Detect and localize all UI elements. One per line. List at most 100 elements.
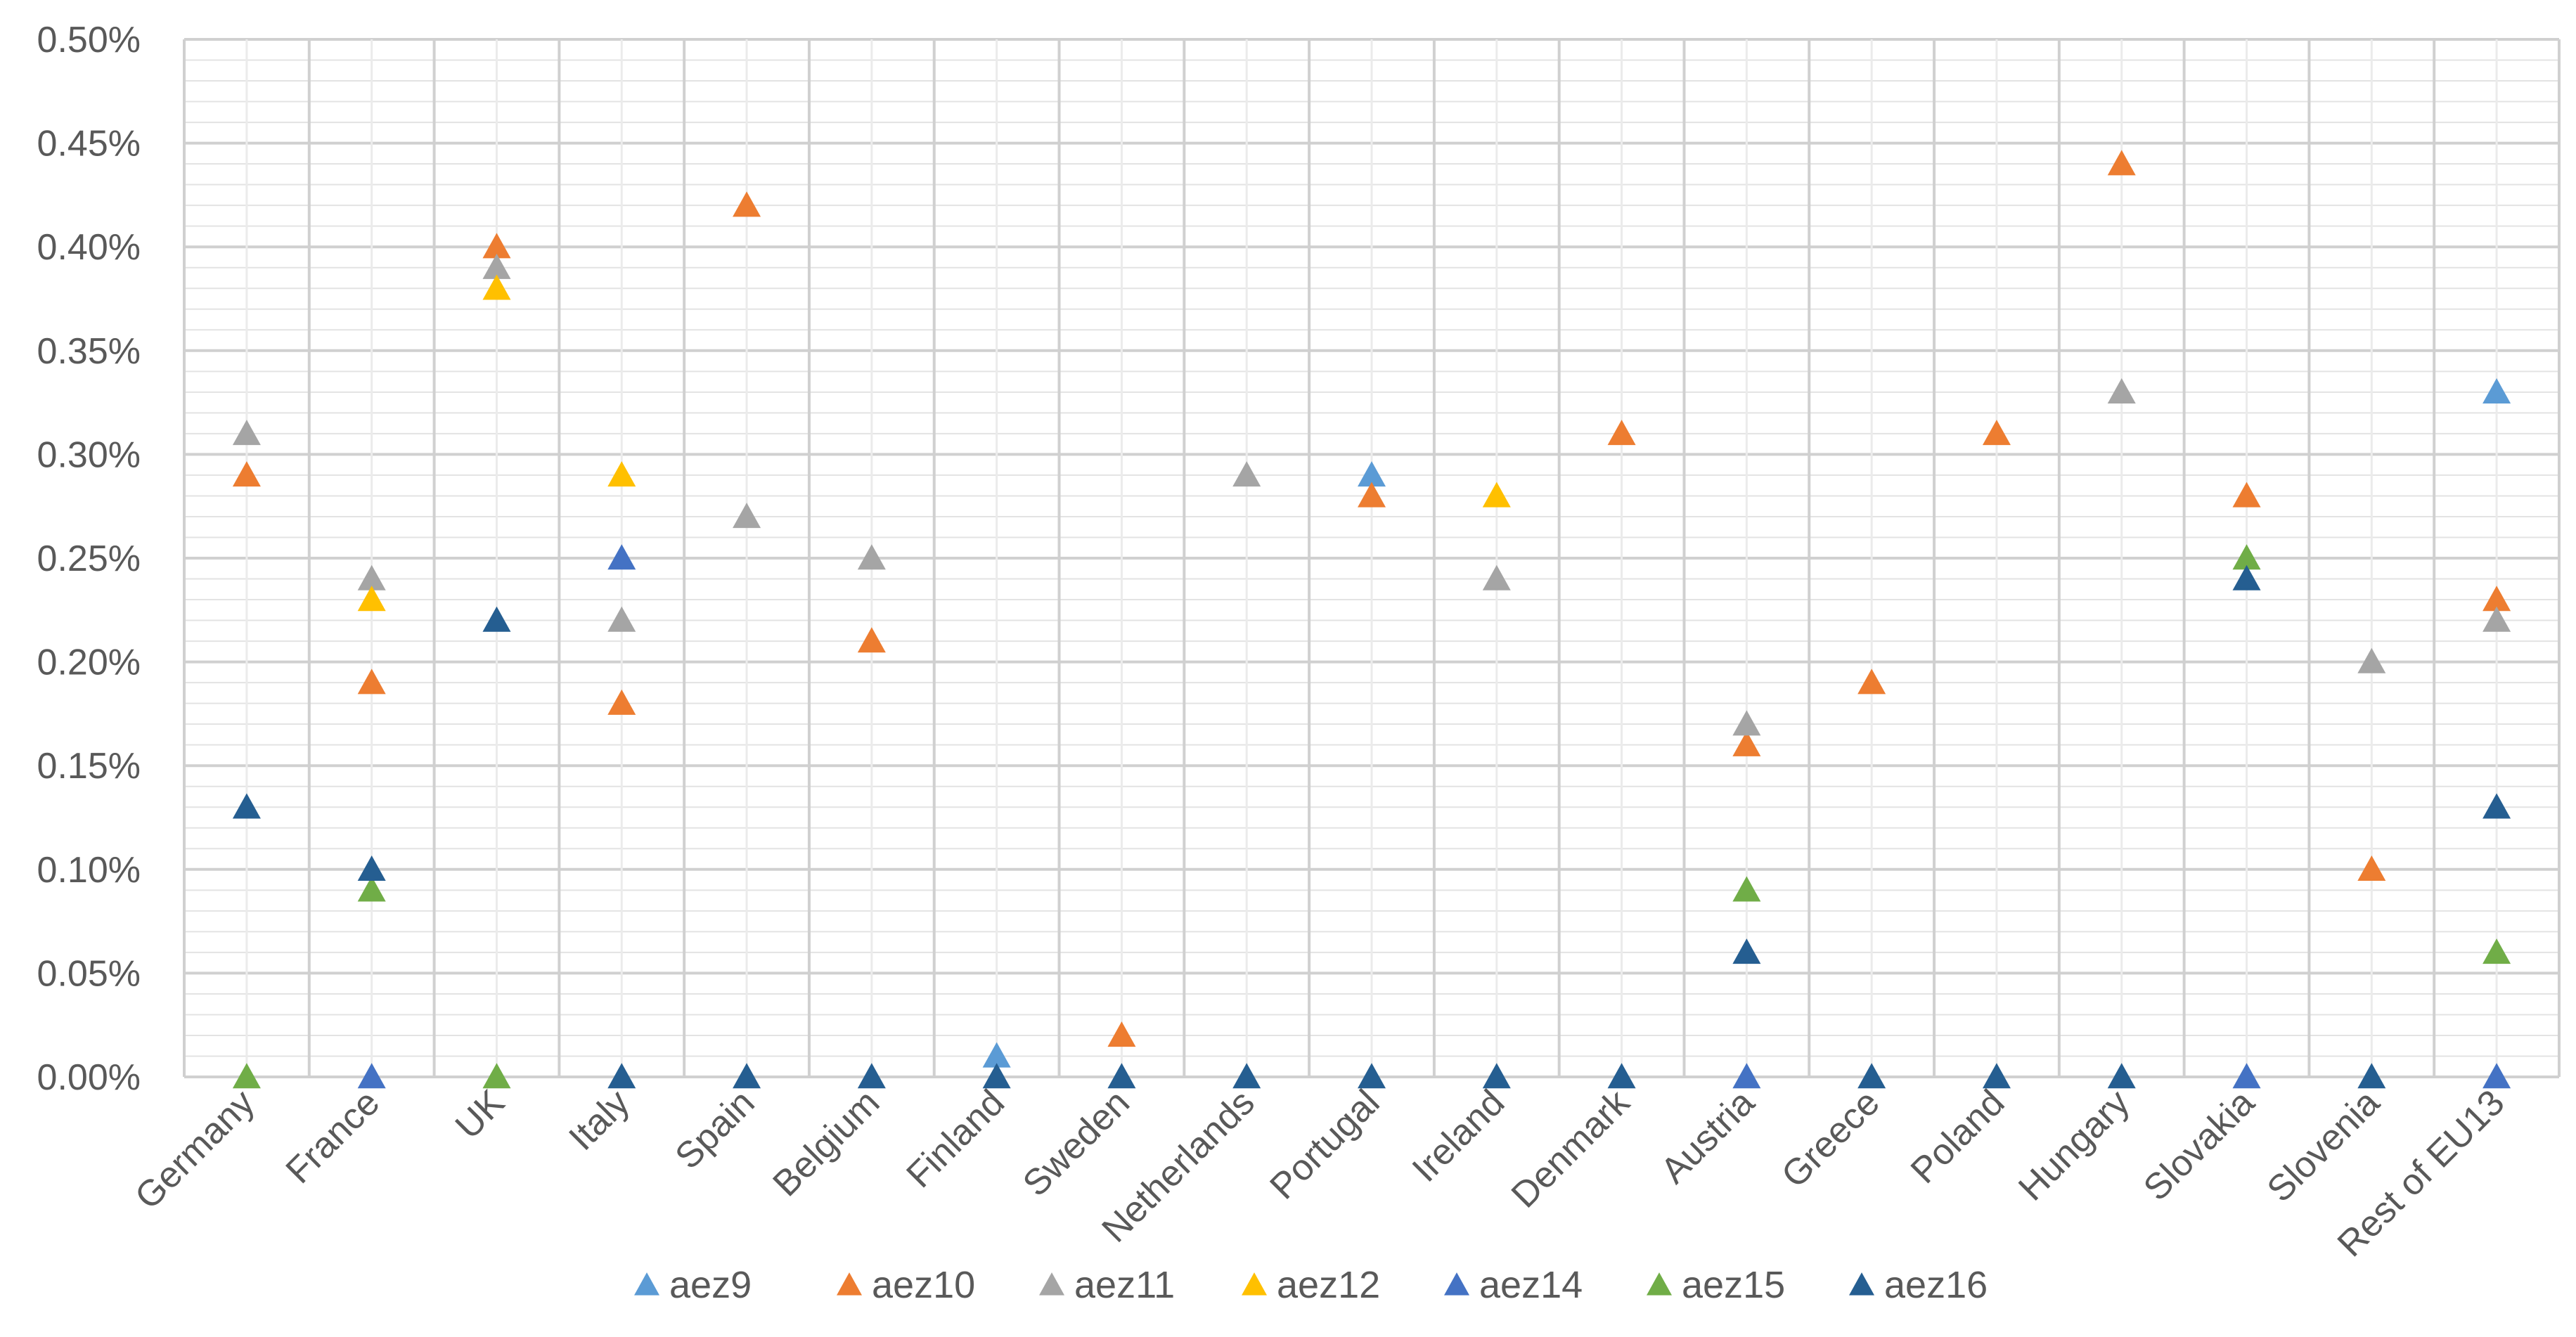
legend-label-aez9: aez9 [669,1264,752,1306]
marker-aez11 [1732,710,1761,736]
y-tick-label: 0.30% [37,434,141,475]
marker-aez16 [1982,1063,2011,1089]
marker-aez11 [232,420,261,446]
marker-aez16 [1857,1063,1886,1089]
legend-marker-aez16 [1849,1272,1874,1296]
x-tick-label: Poland [1903,1082,2013,1191]
marker-aez10 [857,627,886,653]
marker-aez16 [857,1063,886,1089]
marker-aez14 [2232,1063,2261,1089]
legend-marker-aez11 [1039,1272,1064,1296]
marker-aez12 [607,461,636,487]
x-tick-label: Austria [1653,1082,1763,1191]
y-axis-tick-labels: 0.00% 0.05% 0.10% 0.15% 0.20% 0.25% 0.30% 0.35%… [37,20,141,1098]
y-tick-label: 0.20% [37,642,141,683]
marker-aez10 [2357,855,2386,881]
x-tick-label: Germany [127,1082,262,1217]
marker-aez10 [1732,730,1761,756]
marker-aez11 [1482,564,1511,590]
marker-aez9 [982,1042,1011,1068]
marker-aez16 [2357,1063,2386,1089]
y-tick-label: 0.35% [37,331,141,372]
marker-aez16 [1232,1063,1261,1089]
x-tick-label: Denmark [1504,1082,1638,1216]
marker-aez11 [2107,378,2136,404]
y-tick-label: 0.05% [37,953,141,994]
marker-aez14 [357,1063,386,1089]
marker-aez10 [357,668,386,695]
y-tick-label: 0.15% [37,746,141,787]
x-tick-label: Slovakia [2136,1082,2262,1208]
marker-aez15 [2482,938,2511,964]
x-tick-label: Belgium [765,1082,887,1204]
marker-aez11 [357,564,386,590]
marker-aez15 [1732,876,1761,902]
legend: aez9 aez10 aez11 aez12 aez14 aez15 aez16 [634,1264,1988,1306]
x-tick-label: Finland [899,1082,1012,1196]
marker-aez11 [2357,647,2386,673]
marker-aez16 [1482,1063,1511,1089]
legend-marker-aez10 [837,1272,862,1296]
marker-aez10 [232,461,261,487]
x-tick-label: Sweden [1015,1082,1138,1204]
legend-label-aez10: aez10 [872,1264,975,1306]
data-markers [232,150,2511,1089]
x-tick-label: Portugal [1263,1082,1388,1207]
marker-aez16 [733,1063,761,1089]
marker-aez16 [2482,793,2511,819]
marker-aez16 [607,1063,636,1089]
marker-aez10 [733,191,761,217]
legend-label-aez12: aez12 [1277,1264,1380,1306]
marker-aez11 [1232,461,1261,487]
marker-aez15 [232,1063,261,1089]
marker-aez10 [1607,420,1636,446]
grid-lines [183,38,2561,1078]
marker-aez12 [357,586,386,612]
marker-aez10 [1857,668,1886,695]
marker-aez11 [482,253,511,279]
legend-label-aez15: aez15 [1682,1264,1785,1306]
marker-aez16 [2107,1063,2136,1089]
marker-aez16 [232,793,261,819]
marker-aez10 [2482,586,2511,612]
y-tick-label: 0.25% [37,538,141,579]
y-tick-label: 0.45% [37,124,141,164]
x-tick-label: Italy [561,1082,637,1158]
marker-aez9 [1358,461,1386,487]
marker-aez14 [1732,1063,1761,1089]
y-tick-label: 0.00% [37,1057,141,1098]
marker-aez12 [482,274,511,300]
marker-aez16 [982,1063,1011,1089]
marker-aez9 [2482,378,2511,404]
y-tick-label: 0.50% [37,20,141,60]
marker-aez10 [482,233,511,259]
x-tick-label: UK [448,1082,513,1147]
marker-aez11 [857,544,886,570]
marker-aez10 [607,689,636,715]
marker-aez12 [1482,482,1511,508]
marker-aez16 [357,855,386,881]
marker-aez16 [482,606,511,632]
legend-label-aez11: aez11 [1074,1264,1175,1306]
marker-aez11 [2482,606,2511,632]
x-tick-label: France [278,1082,387,1191]
marker-aez15 [2232,544,2261,570]
x-tick-label: Greece [1774,1082,1888,1196]
marker-aez15 [357,876,386,902]
marker-aez10 [1358,482,1386,508]
marker-aez10 [2232,482,2261,508]
marker-aez16 [1607,1063,1636,1089]
marker-aez11 [607,606,636,632]
x-tick-label: Spain [667,1082,762,1177]
marker-aez16 [1107,1063,1136,1089]
legend-label-aez14: aez14 [1479,1264,1583,1306]
y-tick-label: 0.40% [37,227,141,268]
marker-aez16 [2232,564,2261,590]
marker-aez11 [733,503,761,529]
marker-aez10 [2107,150,2136,176]
marker-aez16 [1358,1063,1386,1089]
marker-aez14 [607,544,636,570]
x-tick-label: Ireland [1405,1082,1512,1189]
legend-marker-aez12 [1242,1272,1267,1296]
